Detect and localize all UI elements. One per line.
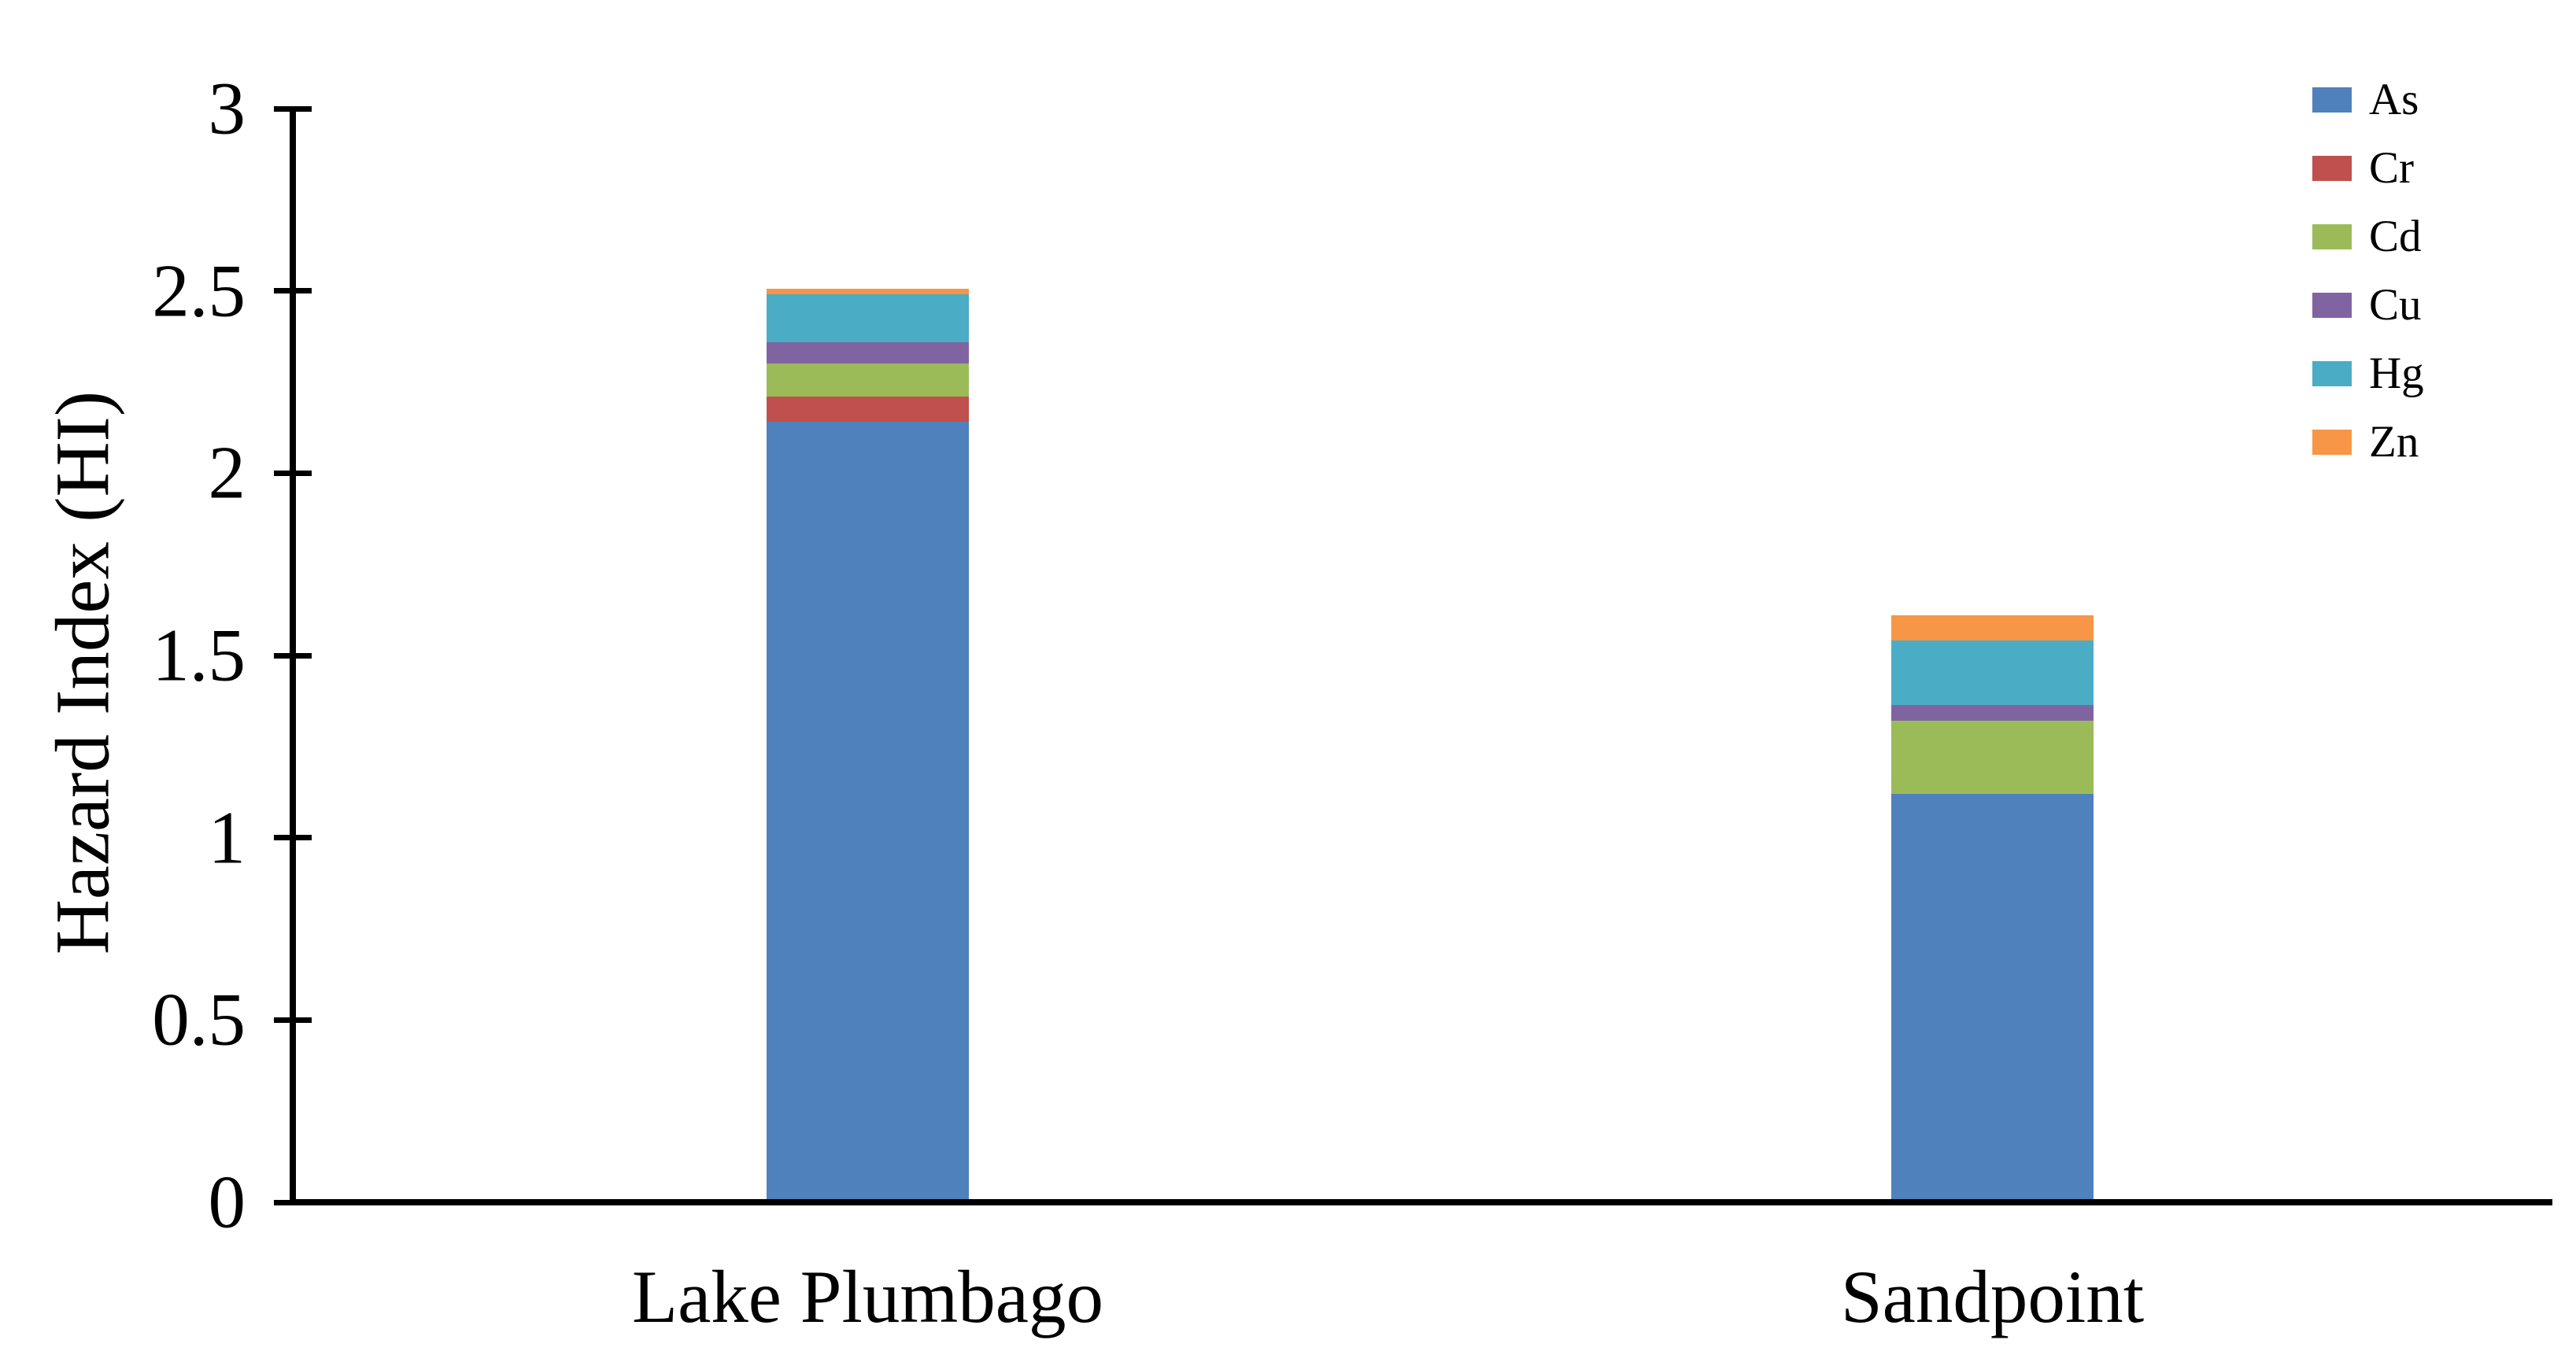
x-axis-line: [290, 1199, 2552, 1205]
legend-label-hg: Hg: [2369, 349, 2424, 398]
legend-swatch-cd: [2312, 223, 2352, 249]
legend-label-cr: Cr: [2369, 143, 2414, 193]
y-tick-label-2: 2: [208, 430, 246, 515]
y-tick-label-0: 0: [208, 1160, 246, 1244]
bar-segment-cu-sandpoint: [1891, 704, 2094, 722]
legend-label-cd: Cd: [2369, 212, 2422, 261]
bar-segment-zn-sandpoint: [1891, 615, 2094, 641]
y-tick-label-3: 3: [208, 66, 246, 150]
bar-segment-cu-lake-plumbago: [767, 341, 969, 364]
legend-swatch-cr: [2312, 155, 2352, 181]
bar-segment-hg-lake-plumbago: [767, 294, 969, 342]
y-axis-line: [290, 105, 296, 1205]
legend-entry-hg: Hg: [2312, 339, 2424, 408]
x-category-label-sandpoint: Sandpoint: [1840, 1255, 2145, 1338]
bar-segment-as-sandpoint: [1891, 794, 2094, 1202]
legend-swatch-cu: [2312, 292, 2352, 318]
y-tick-label-2.5: 2.5: [152, 249, 246, 333]
legend-swatch-zn: [2312, 429, 2352, 455]
legend-entry-as: As: [2312, 65, 2424, 134]
bar-segment-cd-lake-plumbago: [767, 364, 969, 397]
bar-segment-cr-lake-plumbago: [767, 397, 969, 423]
legend-entry-cu: Cu: [2312, 271, 2424, 339]
legend-label-cu: Cu: [2369, 280, 2422, 330]
legend-label-as: As: [2369, 75, 2419, 124]
legend-entry-zn: Zn: [2312, 408, 2424, 476]
y-tick-label-1: 1: [208, 795, 246, 880]
y-tick-label-0.5: 0.5: [152, 977, 246, 1061]
bar-segment-hg-sandpoint: [1891, 640, 2094, 705]
bar-segment-cd-sandpoint: [1891, 721, 2094, 795]
legend-label-zn: Zn: [2369, 417, 2419, 467]
legend-swatch-as: [2312, 87, 2352, 113]
x-category-label-lake-plumbago: Lake Plumbago: [632, 1255, 1103, 1338]
legend: As Cr Cd Cu Hg Zn: [2312, 65, 2424, 476]
legend-entry-cd: Cd: [2312, 202, 2424, 271]
bar-segment-zn-lake-plumbago: [767, 289, 969, 295]
legend-swatch-hg: [2312, 360, 2352, 386]
y-tick-label-1.5: 1.5: [152, 613, 246, 697]
legend-entry-cr: Cr: [2312, 134, 2424, 202]
bar-segment-as-lake-plumbago: [767, 422, 969, 1202]
